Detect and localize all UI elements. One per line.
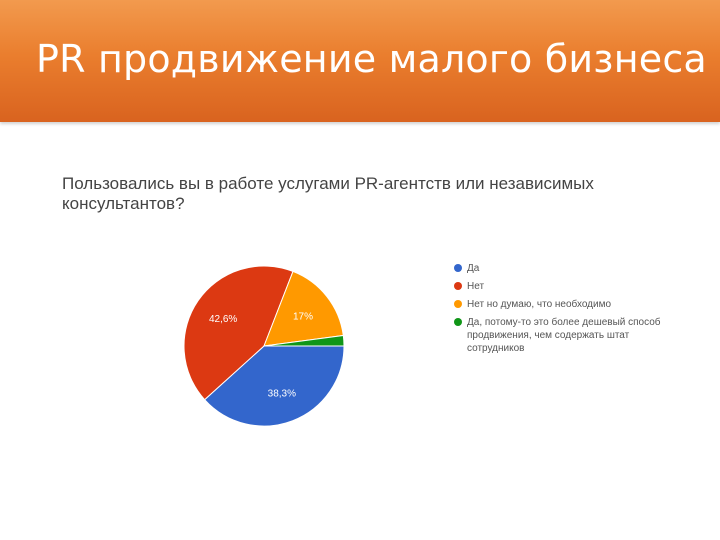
pie-slice: [203, 345, 345, 427]
chart-title: Пользовались вы в работе услугами PR-аге…: [62, 174, 594, 213]
legend-item: Да, потому-то это более дешевый способ п…: [454, 316, 684, 355]
legend-label: Да: [467, 263, 480, 274]
slice-data-label: 38,3%: [268, 388, 296, 399]
legend-label: Нет но думаю, что необходимо: [467, 299, 612, 310]
legend-swatch: [454, 264, 462, 272]
legend-swatch: [454, 318, 462, 326]
slide-header: PR продвижение малого бизнеса: [0, 0, 720, 122]
legend-item: Да: [454, 262, 684, 275]
slide-title: PR продвижение малого бизнеса: [36, 37, 707, 81]
legend-label: Нет: [467, 281, 485, 292]
legend-item: Нет но думаю, что необходимо: [454, 298, 684, 311]
pie-slice: [263, 334, 345, 347]
pie-slice: [183, 265, 294, 401]
legend-swatch: [454, 300, 462, 308]
legend-label: Да, потому-то это более дешевый способ п…: [467, 317, 661, 354]
slice-data-label: 42,6%: [209, 314, 237, 325]
legend-item: Нет: [454, 280, 684, 293]
chart-legend: Да Нет Нет но думаю, что необходимо Да, пот…: [454, 262, 684, 360]
legend-swatch: [454, 282, 462, 290]
pie-slice: [263, 270, 344, 347]
slice-data-label: 17%: [293, 311, 313, 322]
